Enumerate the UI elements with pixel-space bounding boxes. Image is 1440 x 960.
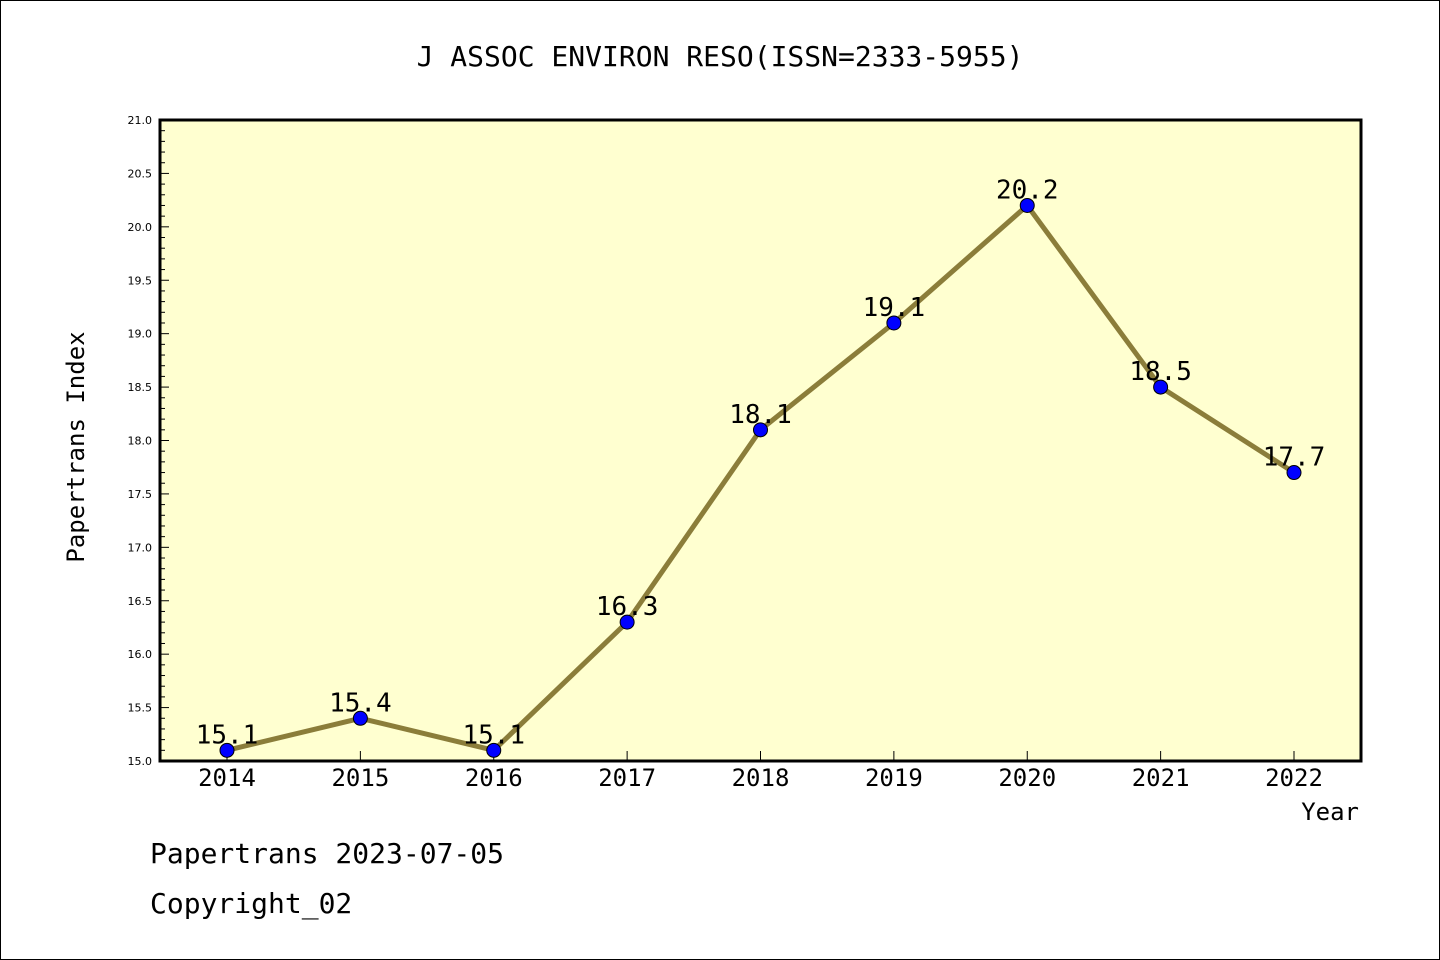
x-tick-label: 2020 <box>998 764 1056 792</box>
data-label: 19.1 <box>863 293 926 323</box>
y-tick-label: 15.0 <box>128 755 153 768</box>
data-label: 20.2 <box>996 175 1059 205</box>
y-tick-label: 19.0 <box>128 328 153 341</box>
data-point <box>1286 465 1302 481</box>
data-label: 16.3 <box>596 592 659 622</box>
y-tick-label: 16.5 <box>128 595 153 608</box>
y-tick-label: 17.0 <box>128 541 153 554</box>
data-point <box>619 614 635 630</box>
x-tick-label: 2021 <box>1132 764 1190 792</box>
data-point <box>1153 379 1169 395</box>
y-tick-label: 18.0 <box>128 435 153 448</box>
y-tick-label: 21.0 <box>128 114 153 127</box>
data-point <box>352 710 368 726</box>
series-group <box>219 197 1302 758</box>
x-tick-label: 2019 <box>865 764 923 792</box>
data-point <box>753 422 768 438</box>
y-tick-label: 20.5 <box>128 167 153 180</box>
data-label: 15.4 <box>329 688 392 718</box>
y-tick-label: 20.0 <box>128 221 153 234</box>
data-point <box>1019 197 1035 213</box>
x-tick-label: 2017 <box>598 764 656 792</box>
x-axis-label: Year <box>1301 798 1359 826</box>
x-tick-label: 2014 <box>198 764 256 792</box>
y-axis: 15.0 15.5 16.0 16.5 17.0 17.5 18.0 18.5 19.0 19.5… <box>128 114 169 768</box>
chart-title: J ASSOC ENVIRON RESO(ISSN=2333-5955) <box>417 40 1024 73</box>
x-tick-label: 2016 <box>465 764 523 792</box>
data-label: 18.5 <box>1129 357 1192 387</box>
data-label: 18.1 <box>729 400 792 430</box>
data-point <box>886 315 902 331</box>
y-tick-label: 16.0 <box>128 648 153 661</box>
data-label: 17.7 <box>1263 443 1326 473</box>
x-tick-label: 2015 <box>331 764 389 792</box>
data-point <box>486 742 502 758</box>
plot-area <box>158 118 1363 763</box>
y-tick-label: 17.5 <box>128 488 153 501</box>
data-label: 15.1 <box>196 720 259 750</box>
data-labels: 15.1 15.4 15.1 16.3 18.1 19.1 20.2 18.5 17.7 <box>196 175 1326 750</box>
data-point <box>219 742 235 758</box>
x-axis: 2014 2015 2016 2017 2018 2019 2020 2021 2022 <box>198 751 1323 792</box>
y-tick-label: 15.5 <box>128 702 153 715</box>
x-tick-label: 2018 <box>732 764 790 792</box>
footer-copyright: Copyright_02 <box>150 887 352 921</box>
x-tick-label: 2022 <box>1265 764 1323 792</box>
y-axis-label: Papertrans Index <box>62 331 90 562</box>
y-tick-label: 18.5 <box>128 381 153 394</box>
footer-date: Papertrans 2023-07-05 <box>150 837 504 870</box>
y-tick-label: 19.5 <box>128 274 153 287</box>
data-label: 15.1 <box>462 720 525 750</box>
